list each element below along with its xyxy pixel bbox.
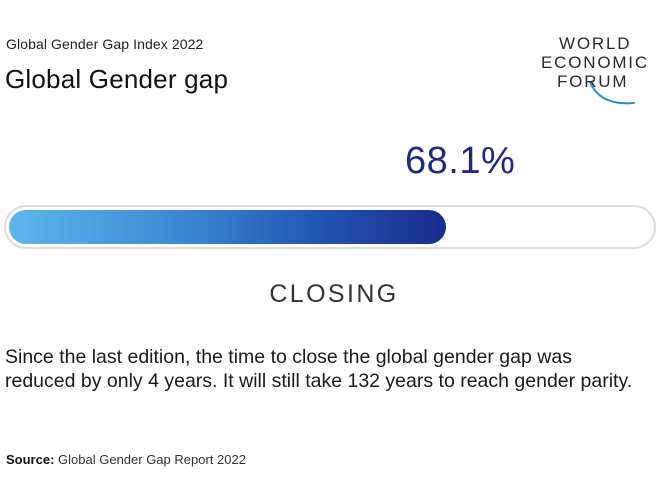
source-text: Global Gender Gap Report 2022 <box>58 452 246 467</box>
logo-arc-icon <box>589 81 635 105</box>
logo-text-forum: FORUM <box>557 72 629 91</box>
percent-value-label: 68.1% <box>405 140 516 182</box>
progress-bar-track <box>4 205 656 249</box>
progress-bar-fill <box>9 210 446 244</box>
description-text: Since the last edition, the time to clos… <box>5 346 633 392</box>
source-label: Source: <box>6 452 55 467</box>
chart-title: Global Gender gap <box>5 64 229 94</box>
status-label: CLOSING <box>269 280 399 308</box>
logo-text-economic: ECONOMIC <box>541 53 649 72</box>
wef-logo: WORLD ECONOMIC FORUM <box>538 30 668 110</box>
logo-text-world: WORLD <box>559 34 632 53</box>
source-note: Source: Global Gender Gap Report 2022 <box>6 452 246 467</box>
chart-subtitle: Global Gender Gap Index 2022 <box>6 36 204 52</box>
